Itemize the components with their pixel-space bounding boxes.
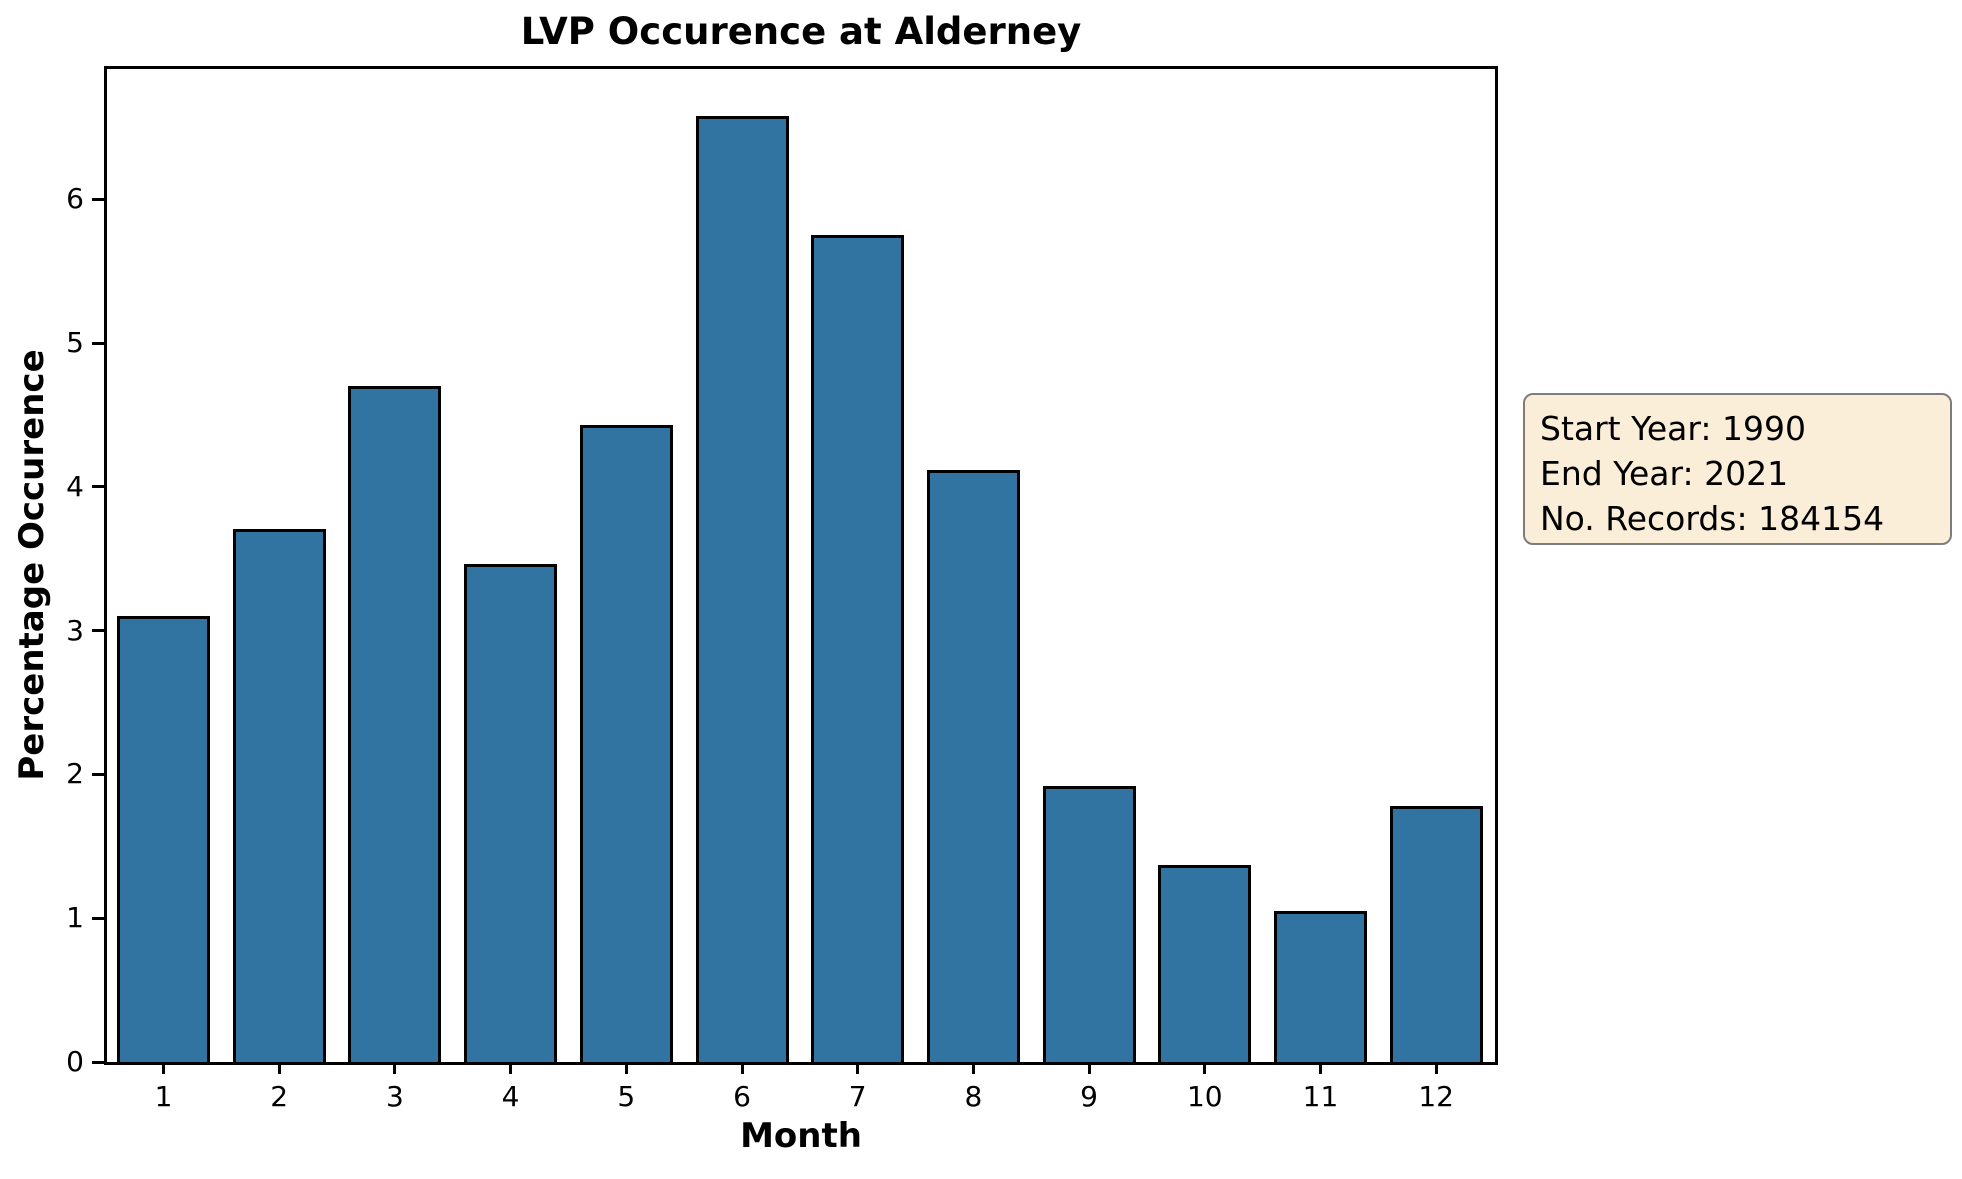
x-tick-label-4: 4 xyxy=(501,1080,520,1113)
x-axis-label: Month xyxy=(740,1116,862,1156)
x-tick-label-5: 5 xyxy=(617,1080,636,1113)
plot-area xyxy=(104,66,1498,1065)
y-tick-label-0: 0 xyxy=(66,1045,84,1078)
y-tick-label-5: 5 xyxy=(66,326,84,359)
bar-month-6 xyxy=(695,116,789,1062)
y-tick-mark-5 xyxy=(92,341,104,345)
chart-title: LVP Occurence at Alderney xyxy=(520,10,1082,53)
y-tick-mark-6 xyxy=(92,197,104,201)
y-axis-label: Percentage Occurence xyxy=(12,349,52,781)
y-tick-label-2: 2 xyxy=(66,757,84,791)
x-tick-label-3: 3 xyxy=(385,1080,404,1113)
x-tick-label-9: 9 xyxy=(1080,1080,1098,1113)
bar-month-8 xyxy=(926,470,1020,1062)
bar-month-12 xyxy=(1389,806,1483,1062)
x-tick-label-8: 8 xyxy=(964,1080,983,1113)
y-tick-mark-1 xyxy=(92,916,104,920)
bar-month-2 xyxy=(232,529,326,1062)
bar-month-9 xyxy=(1042,786,1136,1062)
bar-month-3 xyxy=(348,386,442,1062)
x-tick-mark-8 xyxy=(971,1062,975,1074)
bar-month-5 xyxy=(579,425,673,1062)
x-tick-label-7: 7 xyxy=(848,1080,867,1113)
x-tick-label-6: 6 xyxy=(733,1080,751,1113)
annotation-box: Start Year: 1990 End Year: 2021 No. Reco… xyxy=(1523,393,1952,545)
x-tick-mark-4 xyxy=(509,1062,513,1074)
x-tick-label-10: 10 xyxy=(1186,1080,1223,1113)
y-tick-label-6: 6 xyxy=(66,182,84,216)
x-tick-label-1: 1 xyxy=(154,1080,173,1113)
x-tick-mark-12 xyxy=(1434,1062,1438,1074)
x-tick-label-12: 12 xyxy=(1418,1080,1454,1113)
y-tick-mark-2 xyxy=(92,772,104,776)
annotation-line-num-records: No. Records: 184154 xyxy=(1540,499,1885,538)
annotation-line-end-year: End Year: 2021 xyxy=(1540,454,1789,493)
bar-month-10 xyxy=(1158,865,1252,1062)
y-tick-mark-0 xyxy=(92,1060,104,1064)
bar-month-7 xyxy=(811,235,905,1062)
x-tick-mark-1 xyxy=(162,1062,165,1074)
annotation-line-start-year: Start Year: 1990 xyxy=(1540,409,1806,448)
x-tick-mark-7 xyxy=(856,1062,860,1074)
x-tick-label-11: 11 xyxy=(1302,1080,1339,1113)
x-tick-label-2: 2 xyxy=(270,1080,289,1113)
x-tick-mark-11 xyxy=(1319,1062,1322,1074)
y-tick-mark-3 xyxy=(92,629,104,633)
x-tick-mark-10 xyxy=(1203,1062,1207,1074)
x-tick-mark-5 xyxy=(624,1062,628,1074)
y-tick-label-4: 4 xyxy=(66,469,84,503)
bar-month-11 xyxy=(1274,911,1367,1062)
y-tick-label-1: 1 xyxy=(66,901,84,935)
x-tick-mark-2 xyxy=(277,1062,281,1074)
x-tick-mark-6 xyxy=(740,1062,744,1074)
x-tick-mark-9 xyxy=(1087,1062,1091,1074)
y-tick-mark-4 xyxy=(92,485,104,489)
x-tick-mark-3 xyxy=(393,1062,397,1074)
bar-month-4 xyxy=(464,564,558,1062)
y-tick-label-3: 3 xyxy=(66,613,84,647)
bar-month-1 xyxy=(117,616,210,1062)
